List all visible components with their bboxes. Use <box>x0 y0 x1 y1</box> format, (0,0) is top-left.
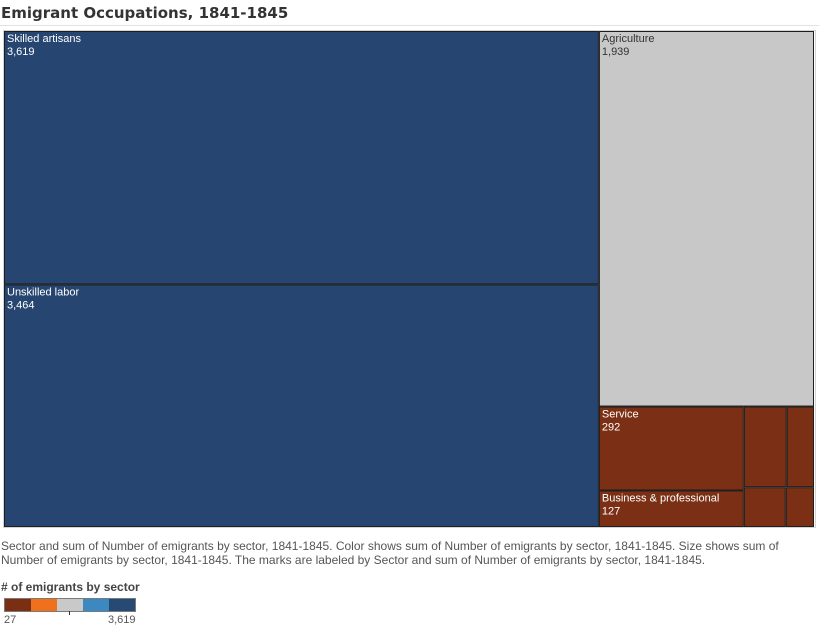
legend-min-label: 27 <box>4 614 17 626</box>
treemap-cell-unlabeled-9[interactable] <box>785 487 814 527</box>
treemap-rect-unlabeled-7[interactable] <box>786 406 814 488</box>
treemap-cell-unlabeled-7[interactable] <box>786 406 814 488</box>
color-legend-bar <box>4 598 136 612</box>
treemap-label-name: Service <box>602 409 639 421</box>
treemap-rect-business-and-professional[interactable] <box>598 490 744 527</box>
treemap-rect-agriculture[interactable] <box>598 31 814 407</box>
treemap-label-name: Agriculture <box>602 33 655 45</box>
treemap-rect-skilled-artisans[interactable] <box>4 31 599 285</box>
chart-title: Emigrant Occupations, 1841-1845 <box>1 4 289 22</box>
treemap-label-value: 3,464 <box>7 299 35 311</box>
legend-center-tick <box>69 611 70 615</box>
treemap-label-name: Business & professional <box>602 492 719 504</box>
chart-caption: Sector and sum of Number of emigrants by… <box>1 539 779 567</box>
treemap-rect-unlabeled-8[interactable] <box>743 487 786 527</box>
legend-swatch-3 <box>57 599 83 611</box>
treemap-label-name: Skilled artisans <box>7 33 81 45</box>
treemap-label-value: 3,619 <box>7 46 35 58</box>
legend-max-label: 3,619 <box>108 614 136 626</box>
treemap-label-name: Unskilled labor <box>7 286 79 298</box>
treemap-label-value: 1,939 <box>602 46 630 58</box>
legend-swatch-4 <box>83 599 109 611</box>
legend-swatch-5 <box>109 599 135 611</box>
legend-swatch-1 <box>5 599 31 611</box>
treemap-cell-unlabeled-6[interactable] <box>743 406 787 488</box>
chart-frame <box>3 30 816 528</box>
legend-title: # of emigrants by sector <box>1 580 140 594</box>
treemap-rect-unlabeled-9[interactable] <box>785 487 814 527</box>
title-divider <box>0 25 819 26</box>
treemap-rect-service[interactable] <box>598 406 744 491</box>
treemap-label-value: 292 <box>602 422 620 434</box>
treemap-rect-unskilled-labor[interactable] <box>4 284 599 527</box>
treemap-cell-unlabeled-8[interactable] <box>743 487 786 527</box>
legend-swatch-2 <box>31 599 57 611</box>
treemap-rect-unlabeled-6[interactable] <box>743 406 787 488</box>
treemap-label-value: 127 <box>602 505 620 517</box>
